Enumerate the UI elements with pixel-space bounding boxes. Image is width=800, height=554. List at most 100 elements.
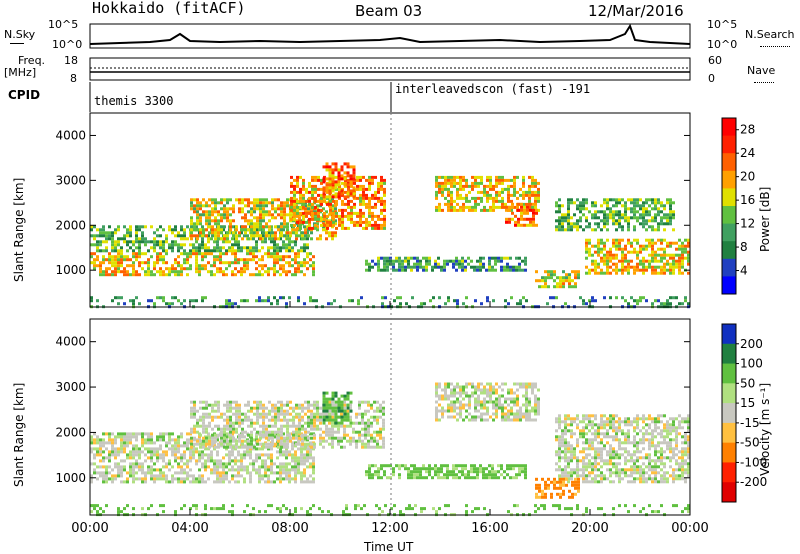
- power-cell: [459, 205, 462, 209]
- power-cell: [352, 168, 356, 172]
- velocity-cell: [441, 409, 444, 413]
- velocity-cell: [306, 444, 309, 448]
- velocity-cell: [374, 470, 377, 474]
- power-cell: [597, 244, 600, 248]
- velocity-cell: [256, 418, 259, 422]
- velocity-cell: [309, 447, 312, 451]
- power-cell: [500, 256, 503, 260]
- velocity-cell: [370, 439, 373, 443]
- power-cell: [216, 270, 219, 274]
- power-cell: [312, 261, 315, 265]
- power-cell: [123, 225, 126, 229]
- velocity-cell: [349, 409, 353, 413]
- power-cell: [234, 258, 237, 262]
- velocity-cell: [510, 412, 513, 416]
- power-cell: [262, 219, 265, 223]
- power-cell: [594, 265, 597, 269]
- power-cell: [645, 210, 648, 214]
- power-cell: [273, 270, 276, 274]
- power-cell: [508, 217, 511, 221]
- velocity-cell: [180, 480, 183, 484]
- power-cell: [296, 190, 299, 194]
- power-cell: [328, 234, 331, 238]
- power-cell: [509, 265, 512, 269]
- power-cell: [99, 261, 102, 265]
- power-cell: [585, 219, 588, 223]
- velocity-cell: [471, 382, 474, 386]
- velocity-cell: [452, 464, 455, 468]
- velocity-cell: [325, 412, 328, 416]
- power-cell: [220, 231, 223, 235]
- power-cell: [600, 204, 603, 208]
- power-cell: [290, 190, 293, 194]
- velocity-cell: [473, 467, 476, 471]
- velocity-cell: [226, 427, 229, 431]
- velocity-cell: [241, 412, 244, 416]
- power-cell: [525, 190, 528, 194]
- velocity-cell: [204, 459, 207, 463]
- power-cell: [437, 256, 440, 260]
- velocity-cell: [255, 447, 258, 451]
- power-cell: [349, 192, 353, 196]
- power-cell: [349, 165, 353, 169]
- velocity-cell: [207, 477, 210, 481]
- velocity-cell: [453, 409, 456, 413]
- power-cell: [582, 201, 585, 205]
- power-cell: [235, 198, 238, 202]
- power-cell: [279, 296, 282, 300]
- power-cell: [195, 270, 198, 274]
- velocity-cell: [246, 450, 249, 454]
- power-cell: [202, 198, 205, 202]
- velocity-cell: [328, 406, 332, 410]
- power-cell: [259, 204, 262, 208]
- velocity-cell: [286, 433, 289, 437]
- power-cell: [147, 264, 150, 268]
- velocity-cell: [352, 427, 355, 431]
- power-cell: [531, 193, 534, 197]
- power-cell: [326, 220, 329, 224]
- power-cell: [558, 228, 561, 232]
- power-cell: [276, 249, 279, 253]
- power-cell: [304, 207, 307, 211]
- velocity-cell: [358, 400, 361, 404]
- power-cell: [657, 265, 660, 269]
- velocity-cell: [307, 400, 310, 404]
- power-cell: [672, 268, 675, 272]
- velocity-cell: [364, 424, 367, 428]
- power-cell: [282, 246, 285, 250]
- velocity-cell: [507, 403, 510, 407]
- velocity-cell: [313, 427, 316, 431]
- power-cell: [606, 201, 609, 205]
- velocity-cell: [480, 391, 483, 395]
- velocity-cell: [334, 403, 337, 407]
- power-cell: [247, 228, 250, 232]
- nsearch-tick-high: 10^5: [707, 18, 738, 31]
- power-cell: [621, 265, 624, 269]
- velocity-cell: [108, 465, 111, 469]
- velocity-cell: [279, 462, 282, 466]
- power-cell: [99, 270, 102, 274]
- velocity-cell: [325, 403, 329, 407]
- velocity-cell: [226, 400, 229, 404]
- power-cell: [120, 258, 123, 262]
- velocity-cell: [99, 459, 102, 463]
- power-cell: [238, 207, 241, 211]
- power-cell: [323, 211, 326, 215]
- velocity-cell: [159, 444, 162, 448]
- power-cell: [306, 243, 309, 247]
- power-cell: [252, 252, 255, 256]
- power-cell: [276, 258, 279, 262]
- power-cell: [346, 174, 350, 178]
- power-cell: [311, 214, 314, 218]
- velocity-cell: [524, 476, 527, 480]
- power-cell: [102, 225, 105, 229]
- velocity-cell: [300, 459, 303, 463]
- power-cell: [486, 196, 489, 200]
- power-cell: [111, 258, 114, 262]
- velocity-cell: [102, 444, 105, 448]
- power-cell: [102, 273, 105, 277]
- power-cell: [279, 273, 282, 277]
- velocity-cell: [196, 430, 199, 434]
- power-cell: [274, 207, 277, 211]
- power-cell: [645, 244, 648, 248]
